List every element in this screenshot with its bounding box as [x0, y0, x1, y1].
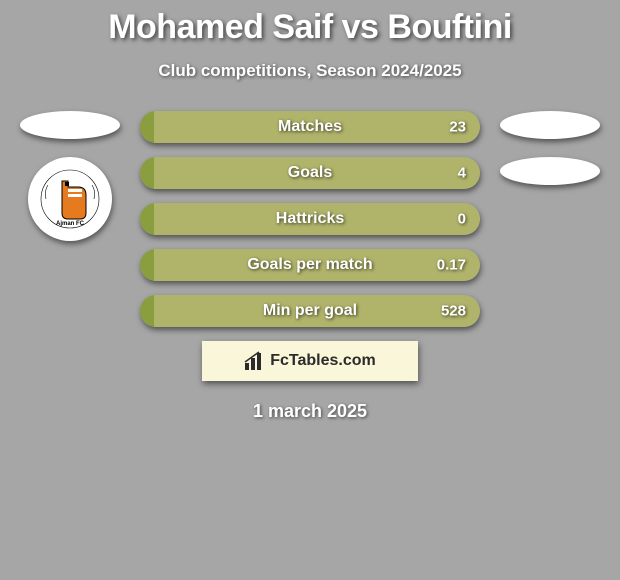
stat-bar-row: Min per goal 528 — [140, 295, 480, 327]
stat-bar-left-segment — [140, 249, 154, 281]
stat-bar-right-value: 23 — [449, 119, 466, 136]
right-player-blank-badge-1 — [500, 111, 600, 139]
stat-bar-right-value: 0 — [458, 211, 466, 228]
page-subtitle: Club competitions, Season 2024/2025 — [0, 61, 620, 81]
stat-bar-left-segment — [140, 157, 154, 189]
branding-text: FcTables.com — [270, 352, 376, 370]
stat-bar-left-segment — [140, 203, 154, 235]
stat-bar-label: Goals per match — [247, 256, 372, 274]
stat-bar-left-segment — [140, 111, 154, 143]
stat-bar-label: Hattricks — [276, 210, 344, 228]
ajman-logo-icon: Ajman FC — [40, 169, 100, 229]
stat-bar-row: Hattricks 0 — [140, 203, 480, 235]
stat-bar-right-value: 528 — [441, 303, 466, 320]
left-player-column: Ajman FC — [10, 111, 130, 241]
branding-box: FcTables.com — [202, 341, 418, 381]
comparison-panel: Ajman FC Matches 23 Goals 4 Hattricks 0 Goals … — [0, 111, 620, 422]
bar-chart-icon — [244, 351, 266, 371]
right-player-blank-badge-2 — [500, 157, 600, 185]
left-player-blank-badge — [20, 111, 120, 139]
stat-bar-label: Goals — [288, 164, 332, 182]
stat-bar-left-segment — [140, 295, 154, 327]
stat-bars: Matches 23 Goals 4 Hattricks 0 Goals per match… — [140, 111, 480, 327]
stat-bar-right-value: 0.17 — [437, 257, 466, 274]
stat-bar-row: Goals 4 — [140, 157, 480, 189]
right-player-column — [490, 111, 610, 203]
stat-bar-label: Matches — [278, 118, 342, 136]
stat-bar-right-value: 4 — [458, 165, 466, 182]
footer-date: 1 march 2025 — [0, 401, 620, 422]
svg-text:Ajman FC: Ajman FC — [56, 221, 85, 227]
stat-bar-row: Goals per match 0.17 — [140, 249, 480, 281]
page-title: Mohamed Saif vs Bouftini — [0, 0, 620, 47]
stat-bar-row: Matches 23 — [140, 111, 480, 143]
stat-bar-label: Min per goal — [263, 302, 357, 320]
left-club-logo: Ajman FC — [28, 157, 112, 241]
